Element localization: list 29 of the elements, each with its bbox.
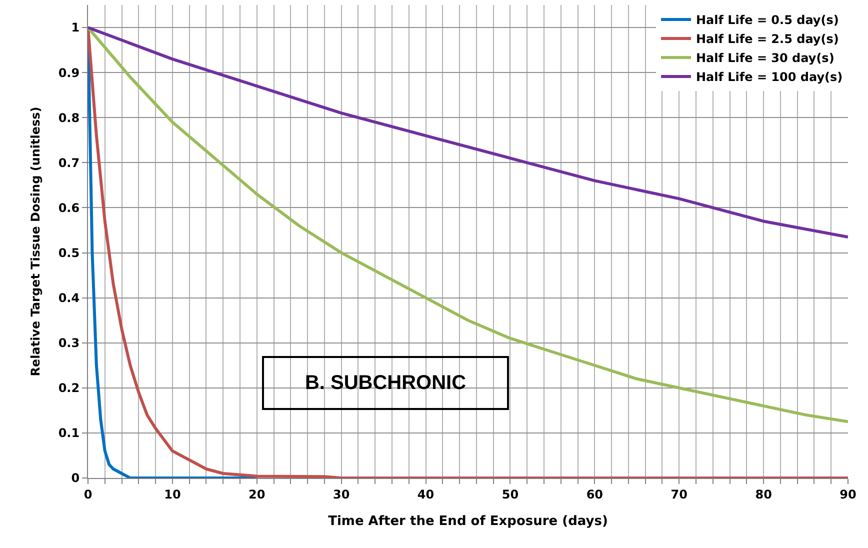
x-tick-label: 70 <box>670 487 688 502</box>
y-tick-label: 0.4 <box>58 291 80 306</box>
y-tick-label: 0 <box>71 471 80 486</box>
y-tick-label: 0.6 <box>58 200 80 215</box>
y-tick-label: 0.7 <box>58 156 80 170</box>
legend-label: Half Life = 2.5 day(s) <box>696 32 839 46</box>
y-tick-label: 0.1 <box>58 426 80 440</box>
y-tick-label: 0.3 <box>58 336 80 350</box>
x-tick-label: 90 <box>840 487 856 502</box>
x-tick-label: 10 <box>164 487 181 502</box>
annotation: B. SUBCHRONIC <box>304 372 466 394</box>
x-tick-label: 80 <box>755 487 772 502</box>
legend-label: Half Life = 100 day(s) <box>696 70 843 84</box>
x-axis-title: Time After the End of Exposure (days) <box>328 514 608 529</box>
x-tick-label: 30 <box>332 487 350 502</box>
y-tick-label: 1 <box>71 20 80 35</box>
y-tick-label: 0.8 <box>58 110 80 125</box>
y-tick-label: 0.2 <box>58 381 80 396</box>
y-axis-title: Relative Target Tissue Dosing (unitless) <box>28 106 43 376</box>
y-tick-label: 0.5 <box>58 246 80 260</box>
legend-label: Half Life = 30 day(s) <box>696 51 834 66</box>
line-series <box>88 26 848 238</box>
y-tick-label: 0.9 <box>58 66 80 80</box>
x-tick-label: 0 <box>84 487 92 502</box>
x-tick-label: 40 <box>417 487 434 502</box>
x-tick-label: 20 <box>248 487 266 502</box>
x-tick-label: 60 <box>586 487 604 502</box>
x-tick-label: 50 <box>502 487 519 502</box>
legend-label: Half Life = 0.5 day(s) <box>696 13 839 28</box>
